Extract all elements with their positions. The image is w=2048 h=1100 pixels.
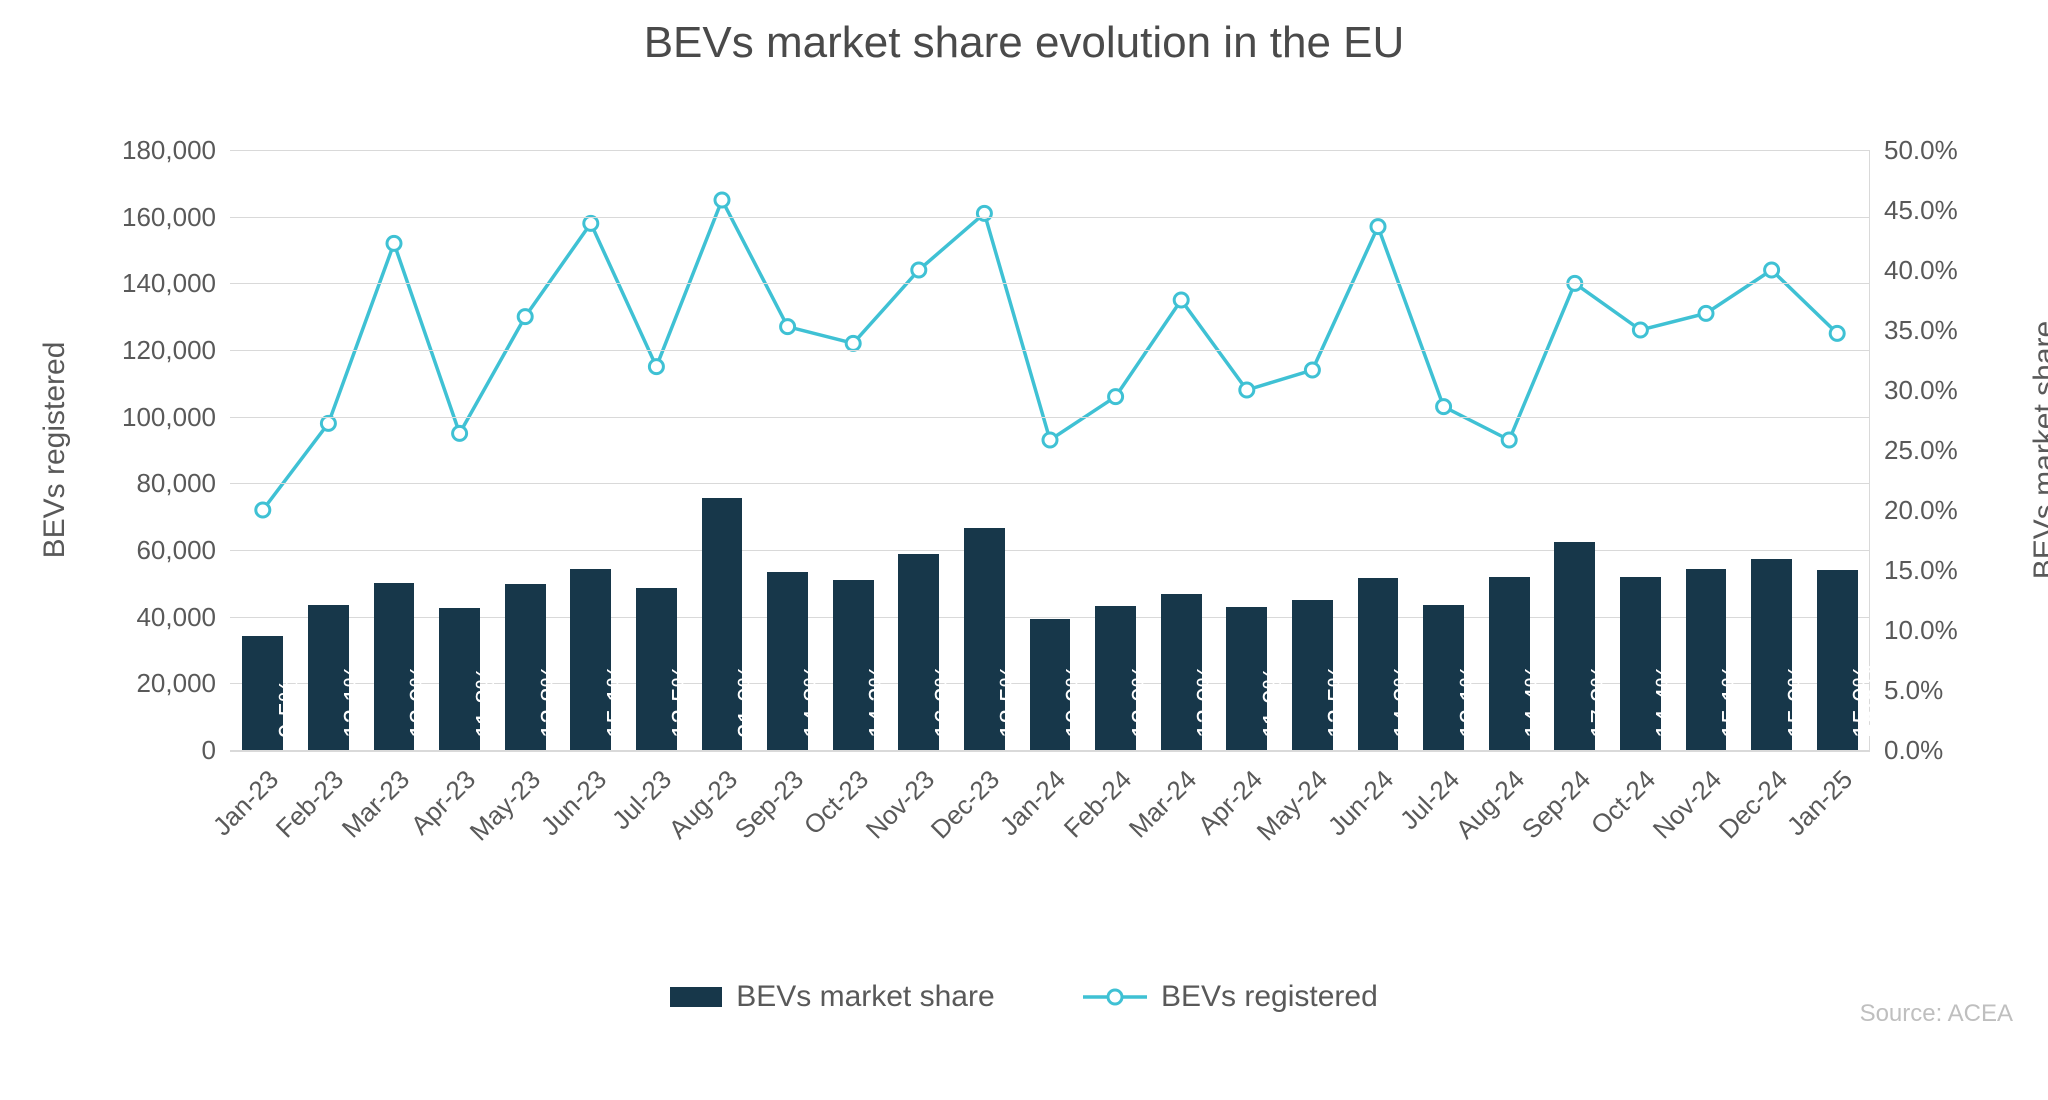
y-left-tick: 140,000 [122,268,216,299]
legend-swatch-bar [670,987,722,1007]
gridline [230,417,1870,418]
line-path [263,200,1837,510]
line-marker [1765,263,1779,277]
line-marker [1502,433,1516,447]
bar [1817,570,1858,750]
plot-area: 9.5%12.1%13.9%11.8%13.8%15.1%13.5%21.0%1… [230,150,1870,752]
y-right-tick: 20.0% [1884,495,1958,526]
line-marker [1699,306,1713,320]
line-marker [1371,220,1385,234]
line-marker [584,216,598,230]
y-left-tick: 0 [202,735,216,766]
bar [374,583,415,750]
bar [439,608,480,750]
chart-legend: BEVs market share BEVs registered [0,980,2048,1015]
bar [505,584,546,750]
gridline [230,217,1870,218]
chart-container: BEVs market share evolution in the EU BE… [0,0,2048,1100]
bar [1751,559,1792,750]
bar [308,605,349,750]
bar [242,636,283,750]
bar [1161,594,1202,750]
y-right-tick: 15.0% [1884,555,1958,586]
y-left-tick: 60,000 [136,535,216,566]
source-caption: Source: ACEA [1860,1000,2013,1028]
line-marker [912,263,926,277]
bar [1226,607,1267,750]
line-marker [715,193,729,207]
gridline [230,350,1870,351]
bar [1686,569,1727,750]
y-right-tick: 10.0% [1884,615,1958,646]
y-right-tick: 0.0% [1884,735,1943,766]
y-left-tick: 180,000 [122,135,216,166]
bar [570,569,611,750]
y-left-tick: 40,000 [136,602,216,633]
legend-swatch-line [1083,987,1147,1007]
bar [1292,600,1333,750]
line-marker [387,236,401,250]
line-marker [1830,326,1844,340]
gridline [230,150,1870,151]
y-right-tick: 25.0% [1884,435,1958,466]
legend-label-bars: BEVs market share [736,980,994,1014]
line-marker [1240,383,1254,397]
y-right-tick: 30.0% [1884,375,1958,406]
bar [1554,542,1595,750]
line-marker [1174,293,1188,307]
y-left-tick: 80,000 [136,468,216,499]
line-marker [846,336,860,350]
legend-item-bars: BEVs market share [670,980,994,1014]
line-marker [321,416,335,430]
line-marker [453,426,467,440]
y-right-tick: 50.0% [1884,135,1958,166]
gridline [230,483,1870,484]
y-axis-right-title: BEVs market share [2028,321,2048,579]
bar [1358,578,1399,750]
bar [1620,577,1661,750]
line-marker [1305,363,1319,377]
y-left-tick: 160,000 [122,202,216,233]
y-right-tick: 35.0% [1884,315,1958,346]
bar [702,498,743,750]
line-marker [649,360,663,374]
line-marker [256,503,270,517]
gridline [230,283,1870,284]
bar [1095,606,1136,750]
y-right-tick: 45.0% [1884,195,1958,226]
y-right-tick: 5.0% [1884,675,1943,706]
bar [1423,605,1464,750]
bar [1489,577,1530,750]
bar [636,588,677,750]
line-marker [1043,433,1057,447]
bar [767,572,808,750]
y-right-tick: 40.0% [1884,255,1958,286]
y-axis-left-title: BEVs registered [38,342,72,559]
line-marker [977,206,991,220]
y-left-tick: 120,000 [122,335,216,366]
line-marker [518,310,532,324]
line-marker [1437,400,1451,414]
chart-title: BEVs market share evolution in the EU [0,18,2048,68]
gridline [230,550,1870,551]
y-left-tick: 20,000 [136,668,216,699]
bar [1030,619,1071,750]
y-left-tick: 100,000 [122,402,216,433]
bar [898,554,939,750]
bar [833,580,874,750]
line-marker [781,320,795,334]
line-marker [1109,390,1123,404]
legend-item-line: BEVs registered [1083,980,1378,1014]
bar [964,528,1005,750]
legend-label-line: BEVs registered [1161,980,1378,1014]
line-marker [1633,323,1647,337]
